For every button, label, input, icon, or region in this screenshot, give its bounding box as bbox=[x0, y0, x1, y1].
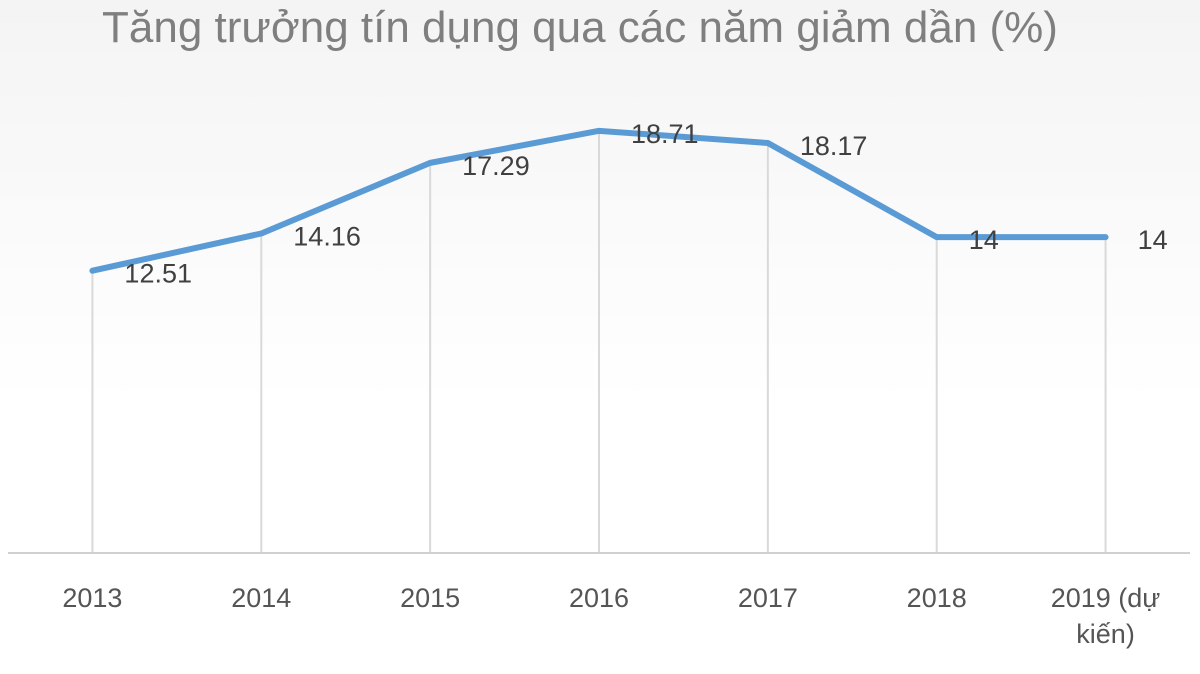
data-label: 17.29 bbox=[462, 151, 530, 181]
x-tick-label: 2018 bbox=[907, 583, 967, 613]
data-label: 14.16 bbox=[293, 221, 361, 251]
chart-title: Tăng trưởng tín dụng qua các năm giảm dầ… bbox=[102, 3, 1058, 52]
x-tick-label: 2013 bbox=[62, 583, 122, 613]
x-tick-label: 2019 (dự bbox=[1051, 583, 1161, 613]
data-label: 12.51 bbox=[124, 259, 192, 289]
data-label: 18.71 bbox=[631, 119, 699, 149]
data-label: 18.17 bbox=[800, 131, 868, 161]
data-labels: 12.51 14.16 17.29 18.71 18.17 14 14 bbox=[124, 119, 1167, 289]
x-axis-labels: 2013 2014 2015 2016 2017 2018 2019 (dự kiến) bbox=[62, 583, 1160, 649]
x-tick-label: 2017 bbox=[738, 583, 798, 613]
data-label: 14 bbox=[969, 225, 999, 255]
series-line bbox=[89, 127, 1109, 274]
x-tick-label: 2015 bbox=[400, 583, 460, 613]
data-label: 14 bbox=[1138, 225, 1168, 255]
x-tick-label: 2014 bbox=[231, 583, 291, 613]
x-tick-label: 2016 bbox=[569, 583, 629, 613]
x-tick-label: kiến) bbox=[1076, 619, 1135, 649]
grid-lines bbox=[91, 130, 1107, 553]
